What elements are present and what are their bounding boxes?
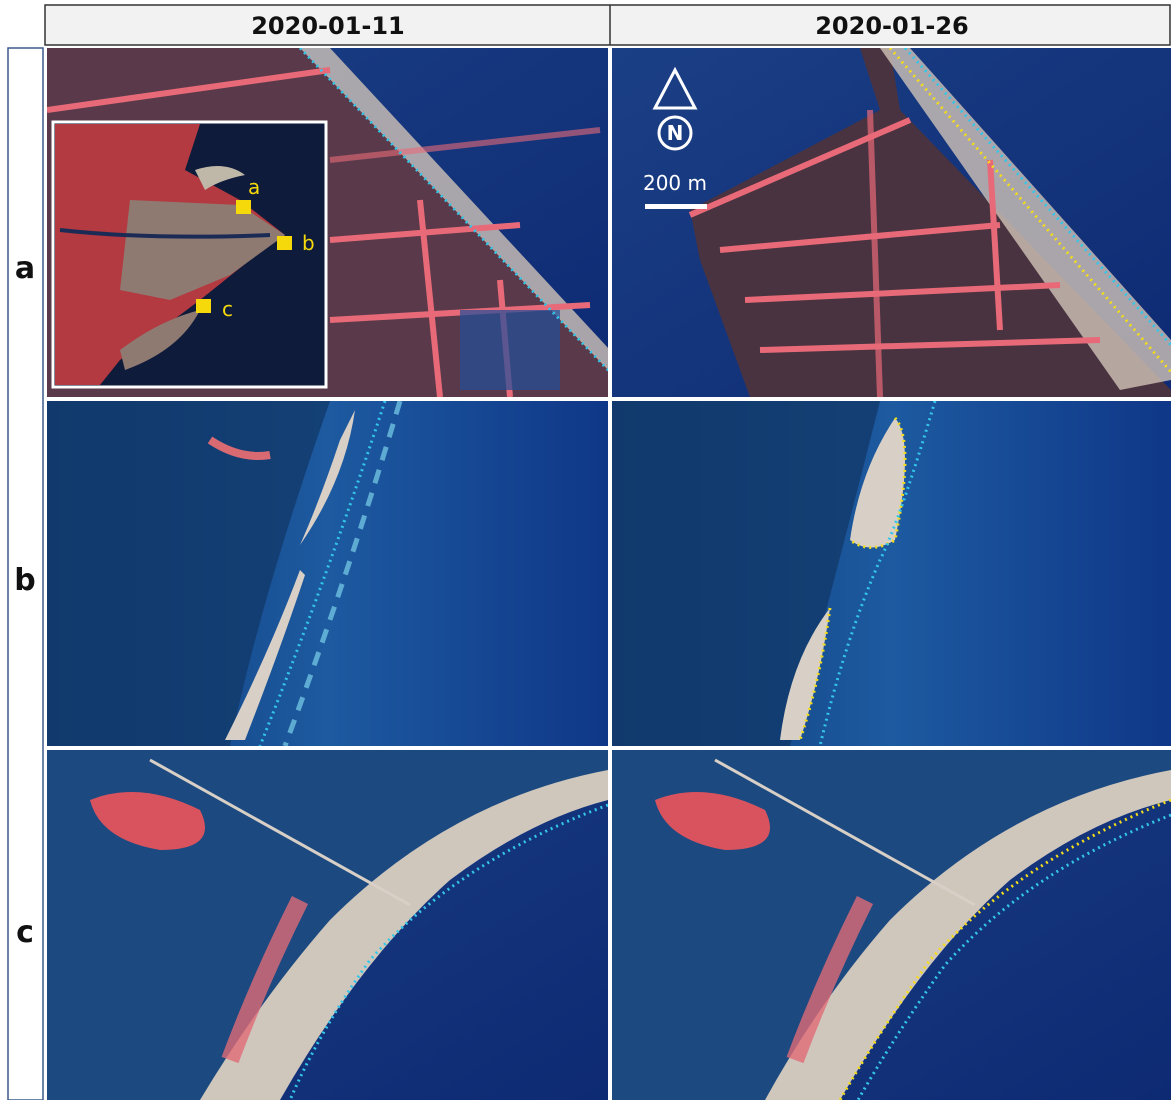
panel-divider (47, 746, 1171, 750)
image-panel (612, 401, 1171, 746)
column-header: 2020-01-26 (815, 12, 969, 40)
header-bar (45, 5, 1170, 45)
scale-bar (645, 204, 707, 209)
inset-label: c (222, 297, 233, 321)
figure: 2020-01-11 2020-01-26 a b c a b c (0, 0, 1171, 1100)
panel-divider (47, 397, 1171, 401)
north-label: N (667, 121, 684, 145)
image-panel (612, 750, 1171, 1100)
column-header: 2020-01-11 (251, 12, 405, 40)
panel-divider (608, 48, 612, 1100)
image-panel: N 200 m (612, 48, 1171, 397)
row-label: b (14, 563, 35, 598)
inset-label: b (302, 231, 315, 255)
inset-map: a b c (53, 122, 326, 387)
scale-label: 200 m (643, 171, 707, 195)
inset-label: a (248, 175, 260, 199)
image-panel (47, 401, 608, 746)
image-panel (47, 750, 608, 1100)
row-label: c (16, 915, 34, 950)
row-label: a (15, 251, 35, 286)
